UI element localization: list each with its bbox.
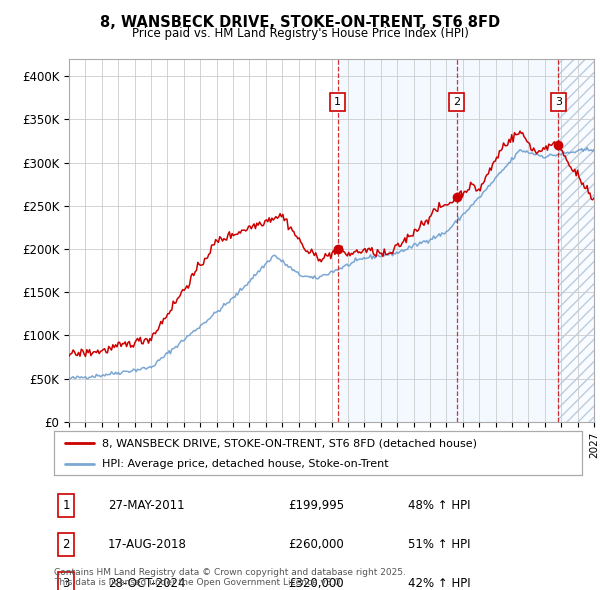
Text: 42% ↑ HPI: 42% ↑ HPI — [408, 577, 470, 590]
Text: £260,000: £260,000 — [288, 538, 344, 551]
Bar — [558, 59, 594, 422]
Text: 8, WANSBECK DRIVE, STOKE-ON-TRENT, ST6 8FD (detached house): 8, WANSBECK DRIVE, STOKE-ON-TRENT, ST6 8… — [101, 438, 476, 448]
Text: 3: 3 — [555, 97, 562, 107]
Text: £199,995: £199,995 — [288, 499, 344, 512]
Text: 28-OCT-2024: 28-OCT-2024 — [108, 577, 185, 590]
Bar — [338, 59, 457, 422]
Text: 2: 2 — [62, 538, 70, 551]
Bar — [457, 59, 558, 422]
Text: 1: 1 — [62, 499, 70, 512]
Text: HPI: Average price, detached house, Stoke-on-Trent: HPI: Average price, detached house, Stok… — [101, 459, 388, 469]
Text: Contains HM Land Registry data © Crown copyright and database right 2025.
This d: Contains HM Land Registry data © Crown c… — [54, 568, 406, 587]
Text: 27-MAY-2011: 27-MAY-2011 — [108, 499, 185, 512]
Text: £320,000: £320,000 — [288, 577, 344, 590]
Text: 48% ↑ HPI: 48% ↑ HPI — [408, 499, 470, 512]
Text: 8, WANSBECK DRIVE, STOKE-ON-TRENT, ST6 8FD: 8, WANSBECK DRIVE, STOKE-ON-TRENT, ST6 8… — [100, 15, 500, 30]
Text: 1: 1 — [334, 97, 341, 107]
Bar — [558, 59, 594, 422]
Text: Price paid vs. HM Land Registry's House Price Index (HPI): Price paid vs. HM Land Registry's House … — [131, 27, 469, 40]
Text: 51% ↑ HPI: 51% ↑ HPI — [408, 538, 470, 551]
Text: 2: 2 — [453, 97, 460, 107]
Text: 3: 3 — [62, 577, 70, 590]
Text: 17-AUG-2018: 17-AUG-2018 — [108, 538, 187, 551]
